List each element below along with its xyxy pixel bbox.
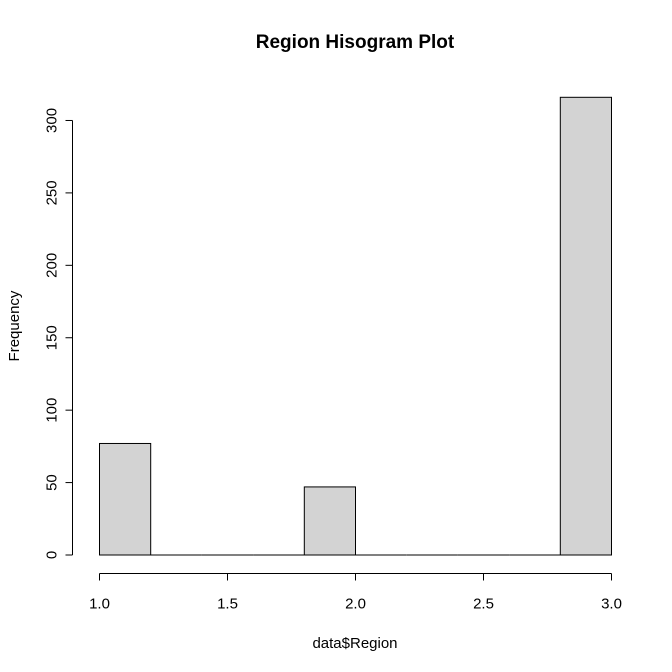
y-tick-label: 50	[44, 474, 61, 491]
x-tick-label: 1.0	[89, 596, 110, 613]
y-axis: 0 50 100 150 200 250 300	[44, 108, 73, 559]
x-tick-label: 3.0	[601, 596, 622, 613]
x-tick-label: 2.0	[345, 596, 366, 613]
x-axis: 1.0 1.5 2.0 2.5 3.0	[89, 573, 622, 613]
y-axis-label: Frequency	[6, 290, 23, 361]
histogram-bar	[303, 486, 356, 556]
y-tick-label: 300	[44, 108, 61, 133]
histogram-bar	[559, 96, 612, 556]
x-tick-label: 2.5	[473, 596, 494, 613]
x-tick-label: 1.5	[217, 596, 238, 613]
y-tick-label: 100	[44, 398, 61, 423]
y-tick-label: 250	[44, 180, 61, 205]
y-tick-label: 0	[44, 551, 61, 559]
bars-group	[99, 96, 612, 556]
chart-title: Region Hisogram Plot	[256, 32, 455, 53]
y-tick-label: 150	[44, 325, 61, 350]
x-axis-label: data$Region	[312, 635, 397, 652]
histogram-bar	[99, 442, 152, 556]
y-tick-label: 200	[44, 253, 61, 278]
